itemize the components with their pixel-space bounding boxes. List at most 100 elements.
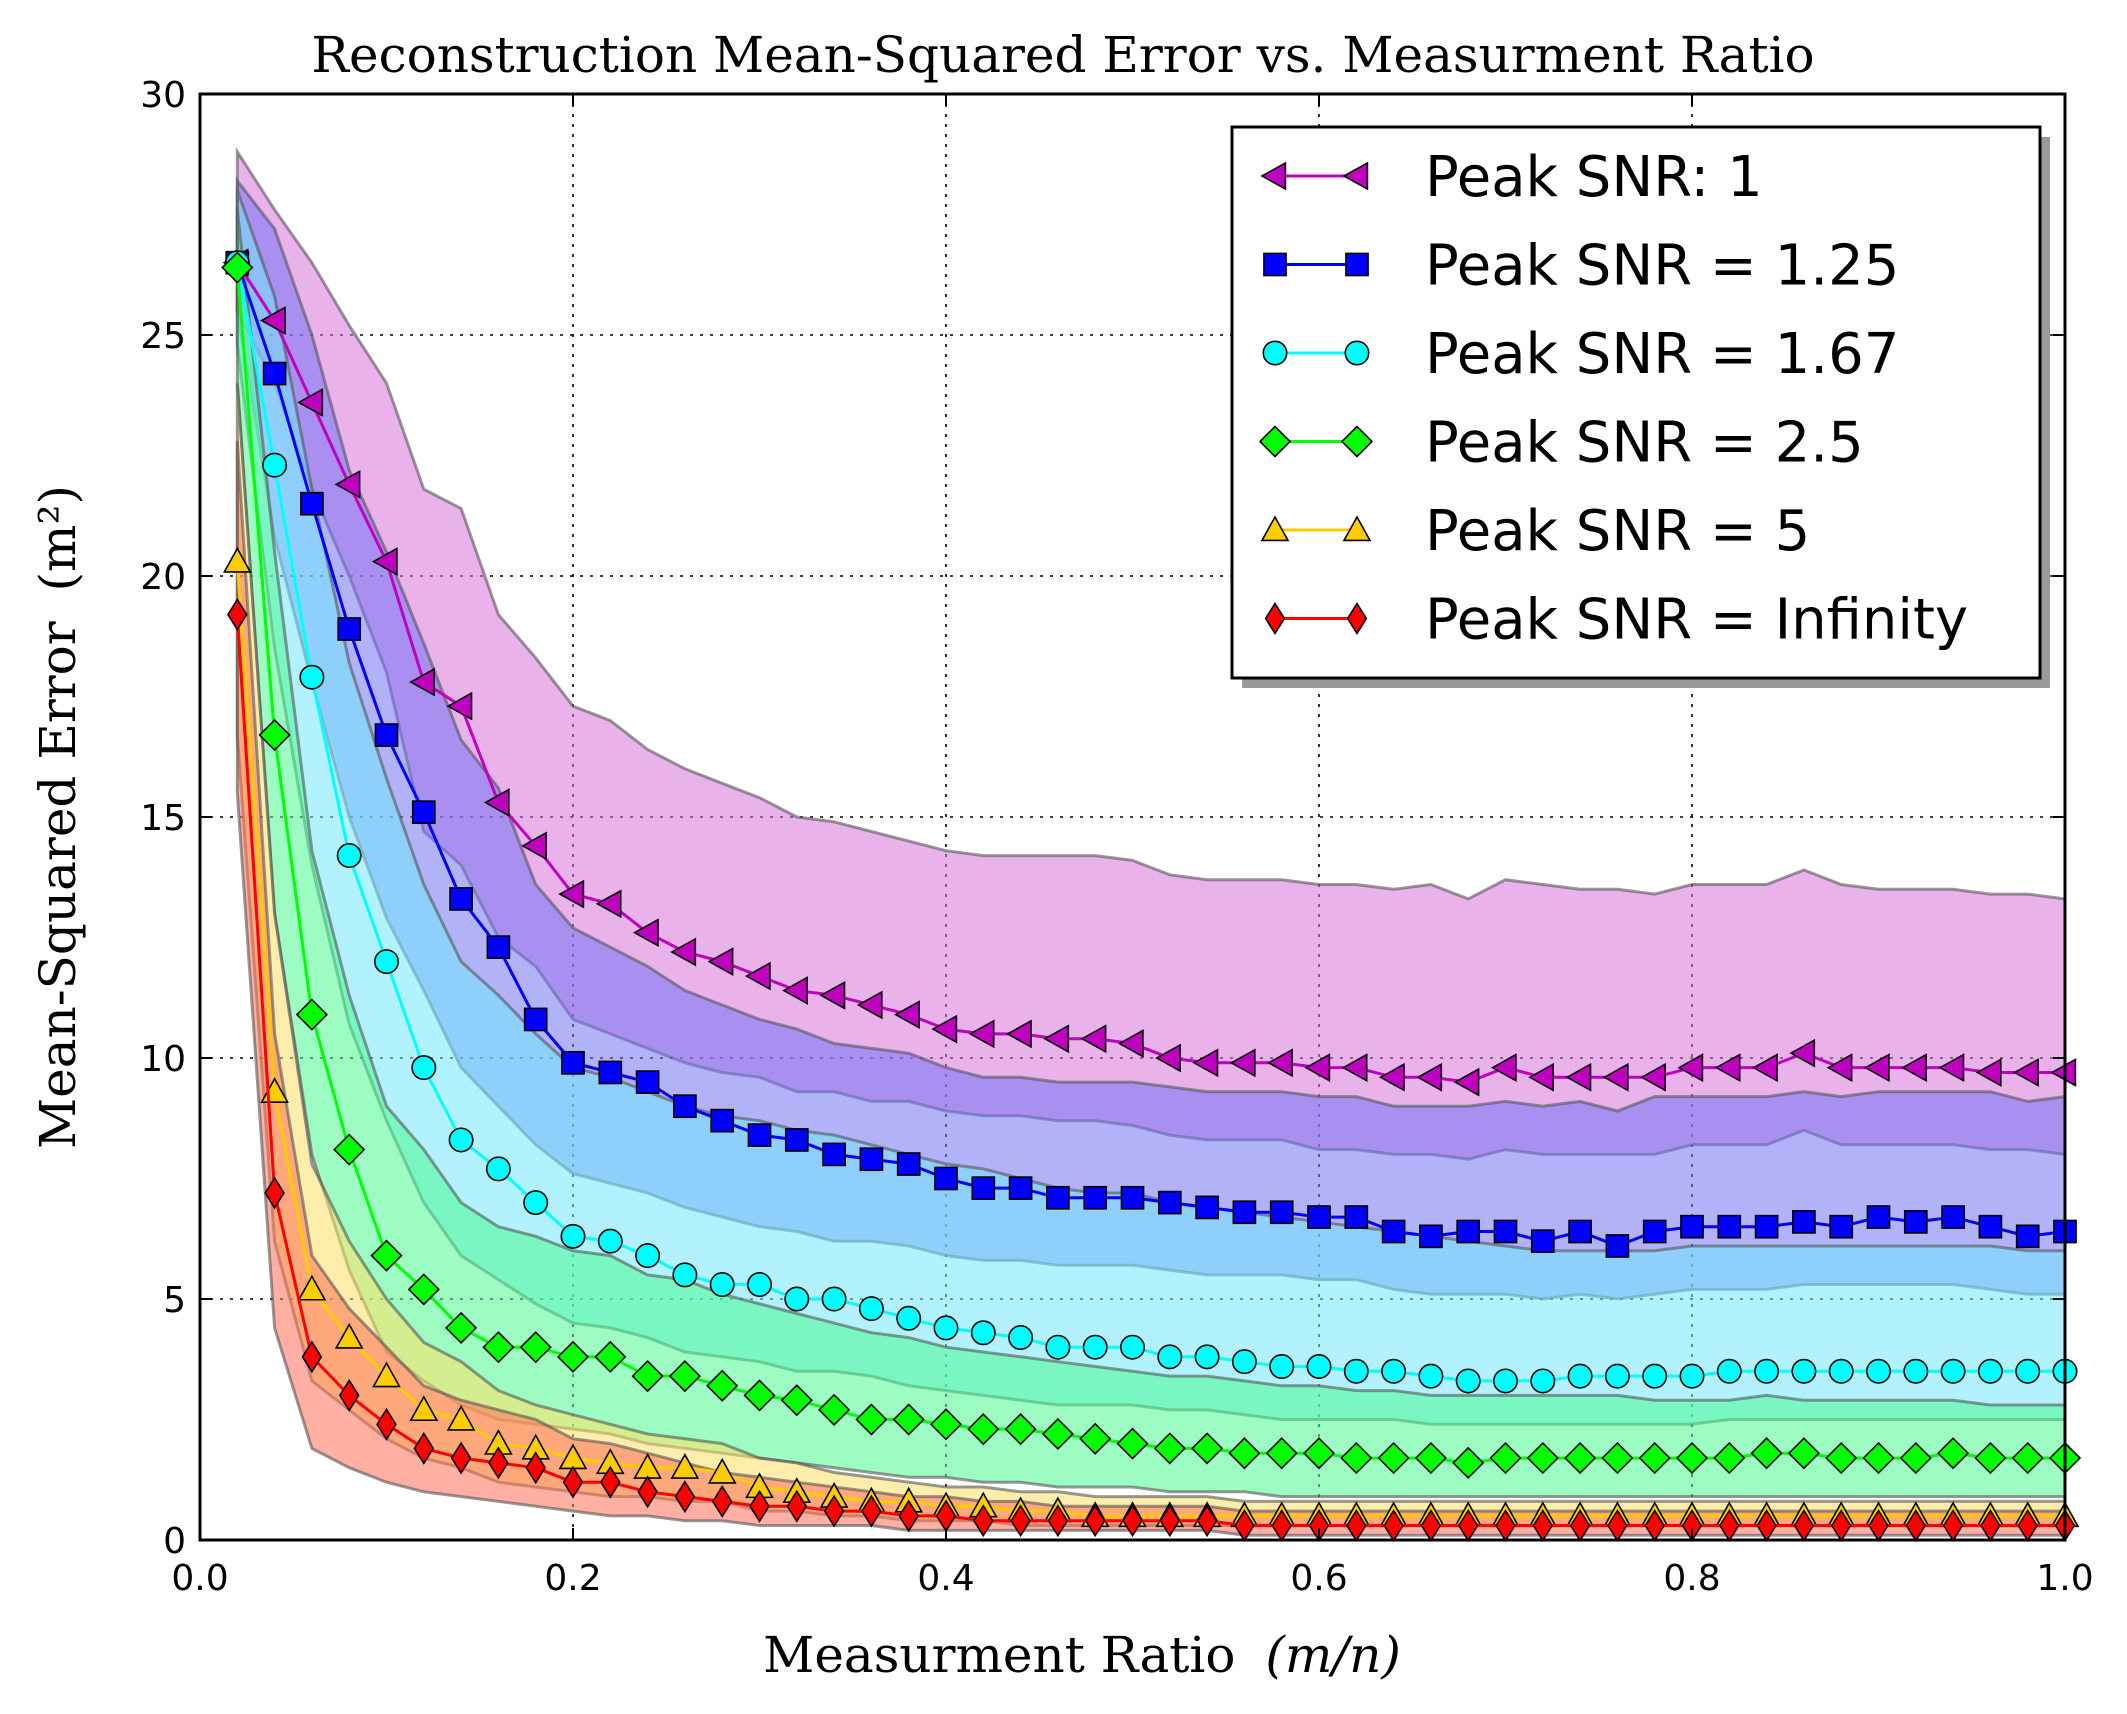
chart-title: Reconstruction Mean-Squared Error vs. Me…	[311, 26, 1814, 84]
data-point	[1194, 1344, 1220, 1370]
data-point	[968, 1019, 995, 1049]
data-point	[1754, 1214, 1779, 1239]
data-point	[896, 1152, 921, 1176]
data-point	[898, 1499, 920, 1533]
data-point	[1452, 1446, 1485, 1479]
data-point	[1122, 1504, 1143, 1538]
data-point	[1340, 1441, 1373, 1475]
x-tick-label: 0.6	[1290, 1558, 1347, 1599]
data-point	[2011, 1441, 2044, 1475]
data-point	[521, 831, 547, 861]
legend-marker	[1342, 515, 1372, 542]
data-point	[374, 723, 399, 747]
series-layer	[221, 248, 2082, 1542]
data-point	[1343, 1358, 1369, 1384]
data-point	[1116, 1427, 1149, 1460]
data-point	[1084, 1504, 1106, 1538]
x-tick-label: 0.2	[544, 1558, 601, 1599]
data-point	[1196, 1504, 1218, 1538]
data-point	[1642, 1363, 1668, 1389]
data-point	[1455, 1368, 1481, 1394]
data-point	[1751, 1053, 1778, 1082]
data-point	[631, 1360, 664, 1393]
legend-label: Peak SNR: 1	[1425, 145, 1763, 210]
data-point	[744, 961, 771, 991]
data-point	[635, 1243, 661, 1269]
data-point	[599, 1465, 621, 1499]
data-point	[1638, 1441, 1671, 1475]
data-point	[597, 1228, 623, 1254]
data-point	[1041, 1417, 1074, 1451]
data-point	[1717, 1214, 1742, 1239]
legend-entry-4: Peak SNR = 2.5	[1258, 411, 1864, 476]
data-point	[445, 1311, 478, 1345]
data-point	[1568, 1219, 1592, 1244]
data-point	[709, 1272, 735, 1298]
data-point	[855, 1403, 888, 1436]
data-point	[1490, 1053, 1517, 1082]
data-point	[525, 1451, 547, 1485]
data-point	[295, 998, 328, 1031]
data-point	[894, 1000, 920, 1029]
data-point	[635, 1070, 660, 1094]
data-point	[933, 1315, 959, 1341]
data-point	[1604, 1363, 1630, 1389]
data-point	[1792, 1210, 1816, 1234]
data-point	[1564, 1441, 1597, 1475]
x-tick-label: 0.0	[171, 1558, 228, 1599]
data-point	[371, 547, 398, 576]
data-point	[262, 361, 287, 386]
data-point	[1418, 1363, 1444, 1389]
data-point	[1378, 1062, 1405, 1092]
data-point	[1714, 1053, 1741, 1082]
data-point	[1120, 1185, 1145, 1210]
y-axis-label-unit: (m²)	[29, 485, 87, 591]
data-point	[856, 990, 883, 1020]
legend-entry-5: Peak SNR = 5	[1260, 499, 1810, 564]
legend-entry-3: Peak SNR = 1.67	[1262, 322, 1899, 387]
data-point	[1489, 1441, 1522, 1475]
data-point	[1903, 1358, 1929, 1384]
data-point	[859, 1147, 884, 1172]
data-point	[1977, 1358, 2003, 1384]
data-point	[1008, 1176, 1033, 1200]
data-point	[523, 1190, 549, 1216]
data-point	[258, 718, 291, 752]
data-point	[929, 1408, 963, 1441]
data-point	[561, 1050, 585, 1075]
legend-marker	[1263, 252, 1287, 277]
data-point	[1195, 1195, 1219, 1220]
legend-entry-6: Peak SNR = Infinity	[1264, 588, 1968, 653]
x-tick-label: 0.4	[917, 1558, 974, 1599]
data-point	[1453, 1067, 1480, 1097]
data-point	[407, 1273, 440, 1306]
data-point	[1117, 1029, 1144, 1058]
legend: Peak SNR: 1 Peak SNR = 1.25 Peak SNR = 1.6…	[1230, 125, 2050, 688]
axis-ticks: 0.0 0.2 0.4 0.6 0.8 1.0 0 5 10 15 20 25 30	[140, 75, 2093, 1599]
data-point	[1008, 1325, 1034, 1351]
data-point	[519, 1331, 552, 1364]
data-point	[558, 879, 585, 909]
data-point	[784, 1286, 810, 1312]
data-point	[297, 1274, 327, 1301]
data-point	[413, 1431, 435, 1465]
data-point	[896, 1305, 922, 1331]
data-point	[376, 1407, 397, 1441]
data-point	[1232, 1200, 1257, 1225]
data-point	[1079, 1422, 1112, 1455]
data-point	[1677, 1053, 1704, 1082]
data-point	[747, 1123, 772, 1147]
x-axis-label-unit: (m/n)	[1265, 1626, 1400, 1684]
data-point	[746, 1272, 772, 1298]
x-tick-label: 1.0	[2036, 1558, 2093, 1599]
data-point	[221, 251, 254, 284]
data-point	[1601, 1441, 1634, 1475]
data-point	[482, 1331, 515, 1364]
data-point	[411, 1055, 437, 1081]
legend-marker	[1264, 602, 1286, 635]
data-point	[372, 1361, 401, 1388]
legend-box	[1230, 125, 2042, 680]
data-point	[333, 1133, 366, 1166]
data-point	[1680, 1214, 1704, 1239]
data-point	[1157, 1344, 1183, 1370]
